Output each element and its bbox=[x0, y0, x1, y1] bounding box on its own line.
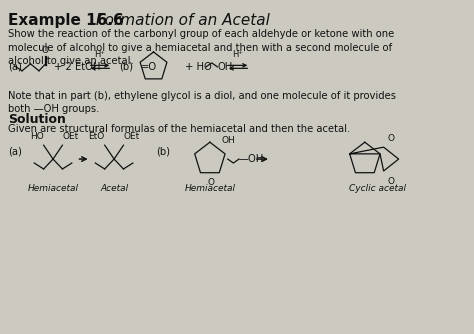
Text: Hemiacetal: Hemiacetal bbox=[184, 184, 236, 193]
Text: HO: HO bbox=[30, 132, 44, 141]
Text: =O: =O bbox=[141, 62, 157, 72]
Text: OH: OH bbox=[218, 62, 233, 72]
Text: Formation of an Acetal: Formation of an Acetal bbox=[91, 13, 270, 28]
Text: Acetal: Acetal bbox=[100, 184, 128, 193]
Text: H⁺: H⁺ bbox=[233, 50, 244, 59]
Text: OEt: OEt bbox=[63, 132, 79, 141]
Text: (b): (b) bbox=[119, 62, 133, 72]
Text: (a): (a) bbox=[8, 146, 22, 156]
Text: Example 16.6: Example 16.6 bbox=[8, 13, 124, 28]
Text: (a): (a) bbox=[8, 62, 22, 72]
Text: Cyclic acetal: Cyclic acetal bbox=[348, 184, 406, 193]
Text: Show the reaction of the carbonyl group of each aldehyde or ketone with one
mole: Show the reaction of the carbonyl group … bbox=[8, 29, 394, 66]
Text: H⁺: H⁺ bbox=[94, 50, 105, 59]
Text: O: O bbox=[388, 177, 395, 186]
Text: O: O bbox=[42, 46, 49, 55]
Text: Note that in part (b), ethylene glycol is a diol, and one molecule of it provide: Note that in part (b), ethylene glycol i… bbox=[8, 91, 396, 114]
Text: Hemiacetal: Hemiacetal bbox=[27, 184, 79, 193]
Text: O: O bbox=[388, 134, 395, 143]
Text: (b): (b) bbox=[156, 146, 170, 156]
Text: OEt: OEt bbox=[123, 132, 140, 141]
Text: Solution: Solution bbox=[8, 114, 66, 127]
Text: + HO: + HO bbox=[185, 62, 212, 72]
Text: Given are structural formulas of the hemiacetal and then the acetal.: Given are structural formulas of the hem… bbox=[8, 124, 350, 134]
Text: —OH: —OH bbox=[239, 154, 264, 164]
Text: OH: OH bbox=[221, 136, 235, 145]
Text: + 2 EtOH: + 2 EtOH bbox=[54, 62, 100, 72]
Text: O: O bbox=[207, 178, 214, 187]
Text: EtO: EtO bbox=[89, 132, 105, 141]
